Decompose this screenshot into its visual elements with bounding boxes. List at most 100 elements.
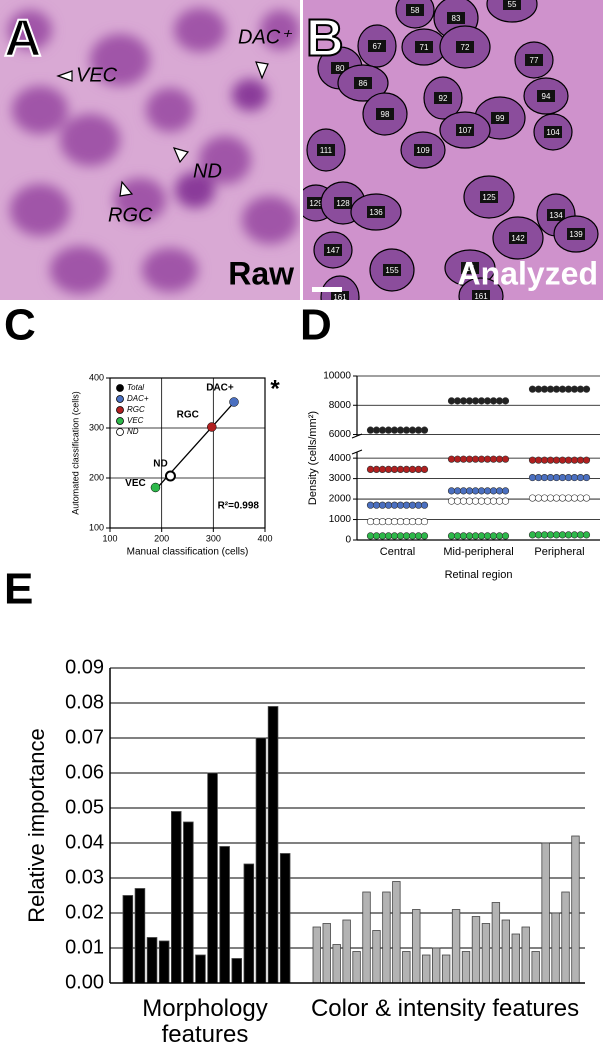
dot xyxy=(420,532,429,540)
dot xyxy=(489,455,498,463)
dot xyxy=(384,426,393,434)
y-tick-label: 0.06 xyxy=(65,761,104,783)
x-axis-label: Retinal region xyxy=(445,569,513,581)
y-axis-label: Automated classification (cells) xyxy=(70,391,80,515)
point xyxy=(164,470,176,482)
dot xyxy=(582,385,591,393)
dot xyxy=(390,501,399,509)
dot xyxy=(528,531,537,539)
cell-outlines: 58 83 55 67 71 72 77 80 86 92 94 99 104 98 107 111 109 12… xyxy=(303,0,599,300)
dot xyxy=(402,426,411,434)
dot xyxy=(540,531,549,539)
cell-id: 111 xyxy=(320,146,333,155)
legend-label: Total xyxy=(127,383,144,392)
dot xyxy=(408,426,417,434)
cell-id: 58 xyxy=(411,6,420,15)
cell-id-box xyxy=(472,290,490,300)
legend-marker xyxy=(116,384,124,392)
cell-id: 98 xyxy=(381,110,390,119)
dot xyxy=(408,532,417,540)
arrowhead xyxy=(119,180,134,197)
dot xyxy=(372,532,381,540)
dot xyxy=(447,455,456,463)
bar xyxy=(122,895,134,984)
cell-id: 72 xyxy=(461,43,470,52)
dot xyxy=(495,532,504,540)
x-tick-label: Mid-peripheral xyxy=(443,546,513,558)
bar xyxy=(441,954,451,984)
dot xyxy=(465,455,474,463)
dot xyxy=(366,465,375,473)
dot xyxy=(414,465,423,473)
bar xyxy=(382,891,391,984)
cell-id: 128 xyxy=(336,199,350,208)
bar xyxy=(332,944,341,984)
cell-id: 104 xyxy=(546,128,560,137)
cell-id: 109 xyxy=(416,146,430,155)
bar xyxy=(195,954,206,984)
dot xyxy=(420,517,429,526)
annotation: DAC⁺ xyxy=(238,26,292,48)
dot xyxy=(558,385,567,393)
bar xyxy=(541,842,550,984)
dot xyxy=(552,456,561,464)
dot xyxy=(396,426,405,434)
cell-id-box xyxy=(414,144,432,156)
panel-label: C xyxy=(4,301,36,350)
dot xyxy=(540,456,549,464)
bar xyxy=(491,902,501,984)
dot xyxy=(528,494,537,502)
cell-id-box xyxy=(317,144,335,156)
dot xyxy=(483,497,492,505)
dot xyxy=(501,397,510,405)
dot xyxy=(552,494,561,502)
y-tick-label: 0 xyxy=(345,535,351,546)
cell-id: 147 xyxy=(326,246,340,255)
x-tick-label: 300 xyxy=(206,533,221,543)
dot xyxy=(414,517,423,526)
dot xyxy=(540,473,549,482)
cell-id: 92 xyxy=(439,94,448,103)
dot xyxy=(501,497,510,505)
cell-id: 71 xyxy=(420,43,429,52)
cell-id-box xyxy=(406,4,424,16)
cell-id-box xyxy=(567,228,585,240)
dot xyxy=(501,455,510,463)
point xyxy=(150,482,161,493)
image-caption: Raw xyxy=(228,255,294,291)
x-tick-label: 200 xyxy=(154,533,169,543)
dot xyxy=(570,456,579,464)
dot xyxy=(414,532,423,540)
bar xyxy=(402,951,411,984)
cell-id: 83 xyxy=(452,14,461,23)
dot xyxy=(396,465,405,473)
dot xyxy=(459,397,468,405)
dot xyxy=(582,456,591,464)
y-tick-label: 0.08 xyxy=(65,691,104,713)
bar xyxy=(207,772,218,984)
dot xyxy=(372,501,381,509)
arrowhead xyxy=(172,147,190,164)
dot xyxy=(414,501,423,509)
cell-id-box xyxy=(503,0,521,10)
bar xyxy=(392,881,401,984)
bar xyxy=(571,835,580,984)
cell-id: 55 xyxy=(508,0,517,9)
dot xyxy=(384,517,393,526)
y-tick-label: 8000 xyxy=(329,400,352,411)
bar xyxy=(255,737,267,984)
bar xyxy=(322,923,331,984)
cell-id-box xyxy=(537,90,555,102)
dot xyxy=(483,397,492,405)
x-tick-label: Peripheral xyxy=(534,546,584,558)
x-tick-label: 400 xyxy=(257,533,272,543)
y-tick-label: 4000 xyxy=(329,453,352,464)
y-tick-label: 0.09 xyxy=(65,656,104,678)
y-tick-label: 0.03 xyxy=(65,866,104,888)
dot xyxy=(483,532,492,540)
dot xyxy=(546,385,555,393)
panel-label: A xyxy=(4,10,42,68)
panel-label: E xyxy=(4,565,33,614)
dot xyxy=(366,532,375,540)
